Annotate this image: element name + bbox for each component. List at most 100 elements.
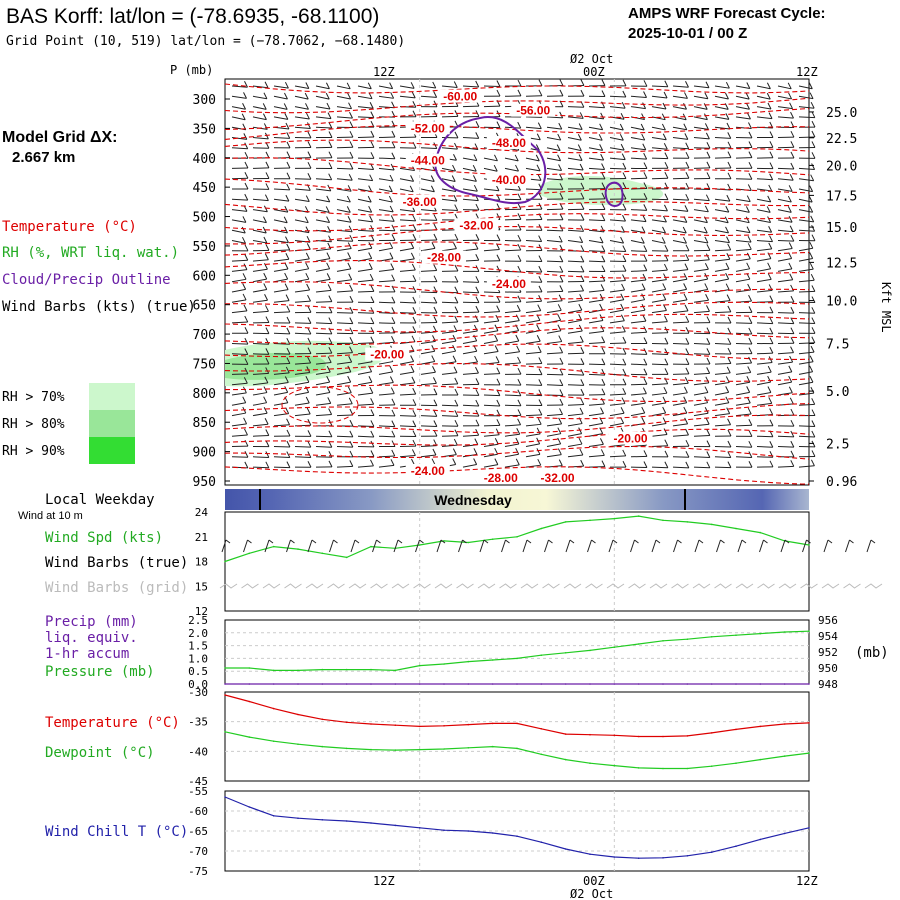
wind-barb-feather xyxy=(284,205,289,213)
wind-barb xyxy=(231,423,247,427)
wind-barb-feather xyxy=(369,174,374,181)
wind-barb-feather xyxy=(683,273,688,280)
wind-speed-line-point xyxy=(808,544,810,546)
wind-barb xyxy=(588,137,603,141)
wind-barb xyxy=(714,456,731,459)
wind-barb xyxy=(672,229,687,234)
wind-barb-feather xyxy=(538,408,543,416)
wind-barb xyxy=(462,188,478,192)
wind-barb xyxy=(462,330,478,334)
wind-barb-feather xyxy=(787,195,792,203)
dewpoint-line xyxy=(224,731,810,770)
wind-barb-feather xyxy=(620,314,625,321)
wind-barb xyxy=(504,240,521,242)
pressure-tick-label: 550 xyxy=(193,240,216,255)
wind-barb-feather xyxy=(580,358,585,365)
wind-barb xyxy=(483,350,499,355)
wind-barb xyxy=(693,412,709,417)
wind-barb-feather xyxy=(263,205,268,213)
wind-barb-feather xyxy=(516,428,521,435)
wind-barb-feather xyxy=(769,419,774,426)
height-tick-label: 12.5 xyxy=(826,256,857,271)
wind-barb-feather xyxy=(769,337,774,344)
wind-barb xyxy=(315,289,332,293)
wind-barb xyxy=(693,268,709,272)
wind-barb xyxy=(693,259,710,262)
wind-barb xyxy=(399,269,416,272)
wind-barb-feather xyxy=(727,418,732,425)
wind-barb-feather xyxy=(620,406,625,414)
wind-barb xyxy=(378,464,395,468)
left-tick-label: 2.5 xyxy=(188,614,208,627)
wind-barb-feather xyxy=(262,226,267,234)
wind-barb-feather xyxy=(307,141,312,148)
wind-barb xyxy=(609,250,626,253)
wind-barbs-grid-label: Wind Barbs (grid) xyxy=(45,580,188,596)
cross-section-gridlines xyxy=(419,79,615,485)
wind-barb-feather xyxy=(431,458,436,465)
wind-barb xyxy=(693,85,710,89)
wind-barb xyxy=(798,178,814,182)
wind-chill-line-point xyxy=(370,822,372,824)
wind-barb xyxy=(357,425,374,427)
wind-chill-line xyxy=(224,796,810,859)
wind-barb xyxy=(441,340,457,344)
wind-barb-feather xyxy=(517,399,522,407)
wind-barb xyxy=(336,85,351,90)
wind-barb-feather xyxy=(473,154,478,161)
wind-barb-feather xyxy=(789,174,794,181)
wind-barb xyxy=(756,301,773,303)
wind-barb xyxy=(651,106,667,110)
wind-barb-feather xyxy=(768,397,773,404)
wind-barb-feather xyxy=(706,327,711,334)
wind-barb-feather xyxy=(788,216,793,223)
wind-barb xyxy=(441,198,457,202)
wind-barb xyxy=(672,219,687,223)
wind-barb-feather xyxy=(704,407,709,414)
wind-barb-feather xyxy=(473,324,478,332)
wind-barb-feather xyxy=(621,153,626,160)
wind-barb-feather xyxy=(727,316,732,324)
wind-barb-feather xyxy=(391,398,396,406)
contour-label-bg xyxy=(608,431,653,445)
wind-barb xyxy=(441,444,458,447)
wind-speed-line-point xyxy=(248,552,251,555)
wind-barb xyxy=(798,258,813,262)
wind-barb xyxy=(378,178,394,182)
wind-barb xyxy=(504,453,519,458)
wind-barb-feather xyxy=(706,338,711,345)
wind-barb xyxy=(525,351,542,355)
wind-barb-feather xyxy=(641,406,646,414)
wind-barb-feather xyxy=(346,206,351,213)
pressure-line-point xyxy=(297,669,299,672)
model-grid-label: Model Grid ΔX: xyxy=(2,129,118,146)
wind-barb-feather xyxy=(305,396,310,404)
wind-barb xyxy=(462,137,479,139)
wind-barb-feather xyxy=(622,203,627,211)
wind-barb-feather xyxy=(391,430,396,438)
wind-barb-feather xyxy=(265,357,270,365)
wind-barb-feather xyxy=(599,144,604,151)
wind-barb-feather xyxy=(244,81,248,88)
wind-barb-feather xyxy=(368,252,373,259)
wind-barb xyxy=(315,446,332,448)
wind-barb-feather xyxy=(307,356,312,364)
wind-barb-feather xyxy=(264,253,269,260)
wind-barb-feather xyxy=(349,337,354,344)
wind-barb xyxy=(378,393,395,396)
wind-chill-line-point xyxy=(759,838,762,841)
wind-barb xyxy=(567,341,584,344)
wind-barb-feather xyxy=(264,81,269,88)
wind-barb-feather xyxy=(559,100,564,107)
wind-barb-feather xyxy=(433,410,438,417)
wind-barb xyxy=(399,258,415,262)
wind-speed-line-point xyxy=(710,523,713,526)
wind-barb-feather xyxy=(326,195,331,203)
wind-barb-feather xyxy=(662,293,667,300)
wind-barb-feather xyxy=(811,398,816,405)
wind-barb-feather xyxy=(389,252,394,259)
surface-wind-barb xyxy=(694,539,700,553)
wind-barb xyxy=(315,268,330,272)
wind-barb-feather xyxy=(748,306,753,313)
wind-barb-feather xyxy=(685,81,689,88)
